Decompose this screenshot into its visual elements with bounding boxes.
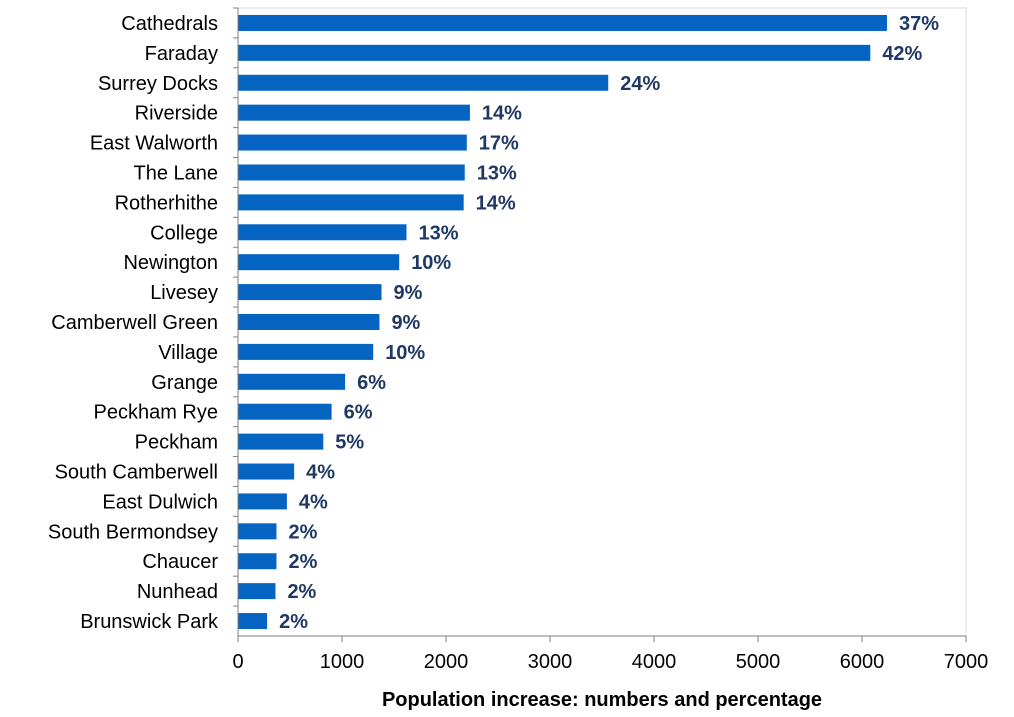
- bars-group: [238, 14, 887, 630]
- bar-the-lane: [238, 164, 465, 181]
- category-label-east-walworth: East Walworth: [90, 133, 218, 155]
- category-label-rotherhithe: Rotherhithe: [115, 192, 218, 214]
- bar-livesey: [238, 284, 382, 301]
- x-tick-label-6000: 6000: [840, 651, 885, 673]
- category-label-east-dulwich: East Dulwich: [102, 491, 218, 513]
- data-label-east-walworth: 17%: [479, 133, 519, 155]
- data-label-peckham: 5%: [335, 432, 364, 454]
- data-label-brunswick-park: 2%: [279, 611, 308, 633]
- data-label-the-lane: 13%: [477, 162, 517, 184]
- category-label-faraday: Faraday: [145, 43, 218, 65]
- bar-cathedrals: [238, 14, 887, 31]
- category-label-college: College: [150, 222, 218, 244]
- data-label-newington: 10%: [411, 252, 451, 274]
- category-label-grange: Grange: [151, 372, 218, 394]
- data-label-peckham-rye: 6%: [344, 402, 373, 424]
- bar-south-camberwell: [238, 463, 295, 480]
- x-axis: 0 1000 2000 3000 4000 5000 6000 7000: [232, 7, 989, 673]
- data-label-nunhead: 2%: [287, 581, 316, 603]
- data-label-south-bermondsey: 2%: [288, 521, 317, 543]
- x-tick-label-0: 0: [232, 651, 243, 673]
- category-labels-group: Cathedrals Faraday Surrey Docks Riverside Ea…: [48, 13, 219, 633]
- bar-riverside: [238, 104, 470, 121]
- bar-nunhead: [238, 583, 276, 600]
- category-label-surrey-docks: Surrey Docks: [98, 73, 218, 95]
- bar-east-walworth: [238, 134, 467, 151]
- category-label-the-lane: The Lane: [133, 162, 218, 184]
- data-label-surrey-docks: 24%: [620, 73, 660, 95]
- x-tick-label-7000: 7000: [944, 651, 989, 673]
- data-label-east-dulwich: 4%: [299, 491, 328, 513]
- bar-south-bermondsey: [238, 523, 277, 540]
- bar-college: [238, 224, 407, 241]
- bar-camberwell-green: [238, 314, 380, 330]
- bar-brunswick-park: [238, 613, 268, 630]
- category-label-village: Village: [158, 342, 218, 364]
- bar-east-dulwich: [238, 493, 287, 510]
- data-label-riverside: 14%: [482, 103, 522, 125]
- x-tick-label-2000: 2000: [424, 651, 469, 673]
- category-label-peckham: Peckham: [135, 432, 218, 454]
- data-labels-group: 37% 42% 24% 14% 17% 13% 14% 13% 10% 9% 9% 10% 6% 6% 5%…: [279, 13, 939, 633]
- x-tick-label-5000: 5000: [736, 651, 781, 673]
- x-tick-label-1000: 1000: [320, 651, 365, 673]
- category-label-newington: Newington: [123, 252, 218, 274]
- data-label-grange: 6%: [357, 372, 386, 394]
- data-label-chaucer: 2%: [288, 551, 317, 573]
- category-label-chaucer: Chaucer: [142, 551, 218, 573]
- data-label-livesey: 9%: [394, 282, 423, 304]
- data-label-cathedrals: 37%: [899, 13, 939, 35]
- bar-newington: [238, 254, 400, 271]
- category-label-camberwell-green: Camberwell Green: [51, 312, 218, 334]
- x-tick-label-4000: 4000: [632, 651, 677, 673]
- x-axis-title: Population increase: numbers and percent…: [382, 689, 822, 711]
- bar-peckham-rye: [238, 403, 332, 420]
- bar-grange: [238, 373, 346, 390]
- category-label-brunswick-park: Brunswick Park: [80, 611, 219, 633]
- category-label-south-camberwell: South Camberwell: [55, 462, 218, 484]
- bar-rotherhithe: [238, 194, 464, 211]
- data-label-college: 13%: [418, 222, 458, 244]
- bar-surrey-docks: [238, 74, 609, 91]
- x-tick-label-3000: 3000: [528, 651, 573, 673]
- data-label-south-camberwell: 4%: [306, 462, 335, 484]
- data-label-rotherhithe: 14%: [476, 192, 516, 214]
- data-label-village: 10%: [385, 342, 425, 364]
- category-label-cathedrals: Cathedrals: [121, 13, 218, 35]
- bar-peckham: [238, 433, 324, 450]
- category-label-south-bermondsey: South Bermondsey: [48, 521, 218, 543]
- category-label-riverside: Riverside: [135, 103, 218, 125]
- data-label-faraday: 42%: [882, 43, 922, 65]
- data-label-camberwell-green: 9%: [391, 312, 420, 334]
- category-label-peckham-rye: Peckham Rye: [94, 402, 219, 424]
- bar-village: [238, 343, 374, 360]
- category-label-nunhead: Nunhead: [137, 581, 218, 603]
- category-label-livesey: Livesey: [150, 282, 218, 304]
- bar-chaucer: [238, 553, 277, 570]
- bar-faraday: [238, 44, 871, 61]
